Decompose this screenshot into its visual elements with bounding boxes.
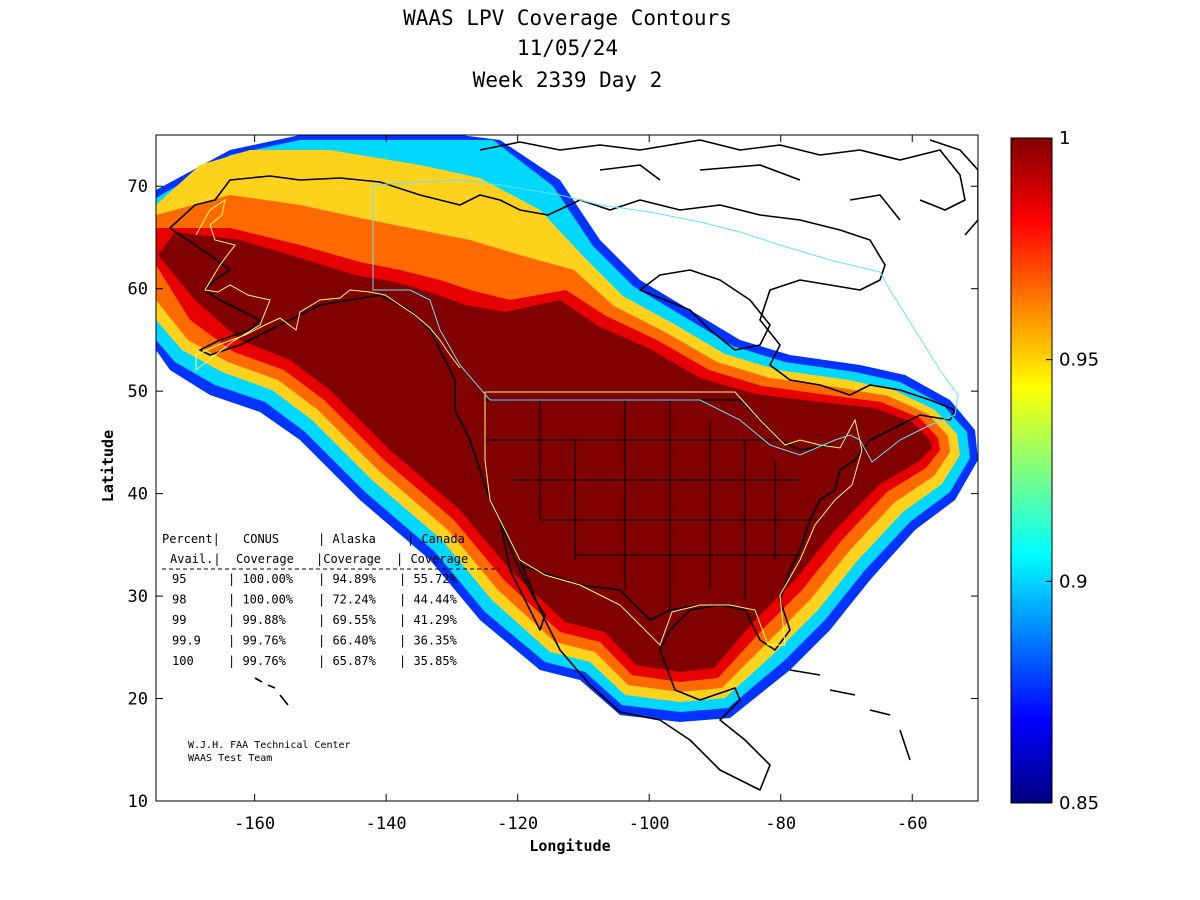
table-cell-alaska: | 65.87% — [318, 654, 377, 668]
arctic-islands — [479, 139, 966, 221]
table-cell-canada: | 41.29% — [399, 613, 458, 627]
caribbean-islands — [789, 669, 911, 761]
table-cell-canada: | 44.44% — [399, 593, 458, 607]
y-tick-label: 60 — [128, 280, 148, 300]
alaska-boundary — [195, 198, 461, 372]
conus-boundary — [484, 391, 863, 646]
y-tick-label: 30 — [128, 587, 148, 607]
table-cell-pct: 100 — [172, 654, 194, 668]
table-cell-canada: | 55.72% — [399, 572, 458, 586]
hudson-bay — [639, 269, 771, 351]
table-cell-alaska: | 69.55% — [318, 613, 377, 627]
colorbar-tick-label: 0.85 — [1059, 793, 1099, 814]
table-cell-conus: | 99.76% — [228, 634, 287, 648]
table-cell-alaska: | 94.89% — [318, 572, 377, 586]
y-tick-label: 20 — [128, 690, 148, 710]
x-axis-label: Longitude — [529, 837, 610, 855]
coverage-contours — [156, 135, 978, 722]
table-header-alaska: | Alaska — [318, 532, 376, 546]
table-cell-conus: | 99.76% — [228, 654, 287, 668]
colorbar-tick-label: 1 — [1059, 128, 1070, 149]
table-subheader-avail: Avail.| — [170, 552, 221, 566]
region-boundaries — [195, 179, 959, 646]
table-header-percent: Percent| — [162, 532, 220, 546]
table-cell-canada: | 36.35% — [399, 634, 458, 648]
table-cell-pct: 99.9 — [172, 634, 201, 648]
colorbar-ticks: 1 0.95 0.9 0.85 — [1046, 128, 1099, 814]
coverage-table: Percent| CONUS | Alaska | Canada Avail.|… — [162, 532, 500, 668]
table-subheader-canada: | Coverage — [396, 552, 468, 566]
table-cell-pct: 95 — [172, 572, 186, 586]
y-tick-label: 50 — [128, 382, 148, 402]
colorbar-tick-label: 0.9 — [1059, 571, 1088, 592]
table-cell-pct: 98 — [172, 593, 186, 607]
greenland — [929, 139, 978, 236]
table-subheader-conus: Coverage — [236, 552, 294, 566]
north-america-coastline — [169, 175, 956, 791]
y-axis-label: Latitude — [99, 430, 117, 502]
colorbar-tick-label: 0.95 — [1059, 350, 1099, 371]
x-tick-label: -160 — [234, 814, 275, 834]
state-lines — [485, 400, 820, 610]
y-tick-label: 70 — [128, 177, 148, 197]
plot-frame — [155, 134, 979, 802]
y-tick-label: 40 — [128, 485, 148, 505]
table-cell-conus: | 100.00% — [228, 593, 294, 607]
table-subheader-alaska: |Coverage — [316, 552, 381, 566]
x-tick-label: -60 — [897, 814, 928, 834]
baja-california — [499, 519, 546, 631]
x-tick-label: -80 — [765, 814, 796, 834]
table-cell-pct: 99 — [172, 613, 186, 627]
credit-line-1: W.J.H. FAA Technical Center — [188, 740, 351, 751]
chart-week-day: Week 2339 Day 2 — [472, 68, 663, 92]
x-tick-label: -120 — [497, 814, 538, 834]
hawaii-islands — [254, 677, 289, 706]
chart-title: WAAS LPV Coverage Contours — [403, 6, 732, 30]
table-cell-canada: | 35.85% — [399, 654, 458, 668]
table-cell-conus: | 99.88% — [228, 613, 287, 627]
table-cell-alaska: | 72.24% — [318, 593, 377, 607]
chart-date: 11/05/24 — [516, 36, 619, 60]
x-tick-label: -100 — [629, 814, 670, 834]
table-header-canada: | Canada — [407, 532, 465, 546]
map-layer — [156, 135, 978, 791]
contour-darkred — [158, 232, 932, 672]
table-header-conus: CONUS — [243, 532, 279, 546]
table-cell-conus: | 100.00% — [228, 572, 294, 586]
axis-ticks: -160 -140 -120 -100 -80 -60 10 20 30 40 50 60 70 — [128, 135, 978, 834]
y-tick-label: 10 — [128, 792, 148, 812]
credit-line-2: WAAS Test Team — [188, 753, 272, 764]
x-tick-label: -140 — [366, 814, 407, 834]
canada-boundary — [372, 179, 959, 463]
colorbar — [1010, 137, 1053, 804]
table-cell-alaska: | 66.40% — [318, 634, 377, 648]
